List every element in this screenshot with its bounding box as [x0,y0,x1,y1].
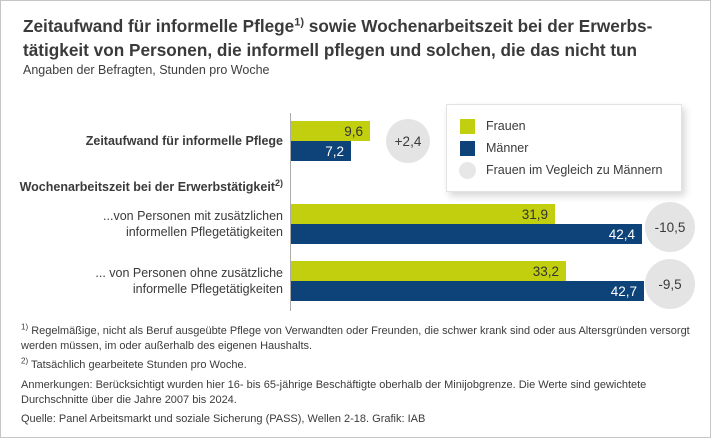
group-label-line: informellen Pflegetätigkeiten [125,225,283,239]
comparison-circle-icon [459,161,476,179]
footnote-text: Tatsächlich gearbeitete Stunden pro Woch… [30,359,247,372]
source: Quelle: Panel Arbeitsmarkt und soziale S… [21,413,426,426]
title-line2: tätigkeit von Personen, die informell pf… [23,40,638,60]
legend-label: Männer [486,141,529,155]
legend-label: Frauen [486,119,526,133]
group-label: Zeitaufwand für informelle Pflege [86,133,283,149]
bar-maenner: 7,2 [291,141,351,161]
title-footnote-marker: 1) [294,16,304,29]
bar-maenner: 42,7 [291,281,644,301]
notes: Anmerkungen: Berücksichtigt wurden hier … [21,378,647,406]
section-header-wochenarbeitszeit: Wochenarbeitszeit bei der Erwerbstätigke… [19,177,283,194]
title-line1-rest: sowie Wochenarbeitszeit bei der Erwerbs- [304,16,653,36]
group-label-line: ... von Personen ohne zusätzliche [95,266,283,280]
bar-group-zeitaufwand: Zeitaufwand für informelle Pflege 9,6 7,… [1,121,710,161]
chart-subtitle: Angaben der Befragten, Stunden pro Woche [23,63,270,77]
footnote-marker: 1) [21,322,29,332]
maenner-swatch-icon [460,140,475,156]
bar-value-maenner: 42,4 [608,226,635,242]
bar-group-mit-pflege: ...von Personen mit zusätzlichen informe… [1,204,710,244]
group-label-line: ...von Personen mit zusätzlichen [103,209,283,223]
difference-badge: -10,5 [645,202,695,252]
difference-value: -10,5 [654,219,686,235]
bar-frauen: 9,6 [291,121,370,141]
title-line1: Zeitaufwand für informelle Pflege [23,16,295,36]
difference-value: -9,5 [658,276,682,292]
group-label: ...von Personen mit zusätzlichen informe… [103,208,283,240]
footnotes: 1) Regelmäßige, nicht als Beruf ausgeübt… [21,322,699,432]
frauen-swatch-icon [460,118,475,134]
footnote-text: Regelmäßige, nicht als Beruf ausgeübte P… [21,325,690,352]
footnote-marker: 2) [21,356,29,366]
bar-frauen: 33,2 [291,261,566,281]
bar-frauen: 31,9 [291,204,555,224]
footnote-2: 2) Tatsächlich gearbeitete Stunden pro W… [21,356,699,373]
legend-label: Frauen im Vegleich zu Männern [486,163,663,177]
legend-item-frauen: Frauen [460,115,668,137]
legend: Frauen Männer Frauen im Vegleich zu Männ… [446,104,682,192]
bar-value-frauen: 9,6 [344,123,363,139]
legend-item-maenner: Männer [460,137,668,159]
difference-badge: -9,5 [645,259,695,309]
chart-title: Zeitaufwand für informelle Pflege1) sowi… [23,14,695,62]
group-label-line: informelle Pflegetätigkeiten [132,282,283,296]
bar-maenner: 42,4 [291,224,642,244]
footnote-1: 1) Regelmäßige, nicht als Beruf ausgeübt… [21,322,699,353]
bar-value-maenner: 42,7 [610,283,637,299]
bar-value-frauen: 31,9 [521,206,548,222]
difference-badge: +2,4 [386,119,430,163]
group-label-line: Zeitaufwand für informelle Pflege [85,134,283,148]
bar-value-maenner: 7,2 [325,143,344,159]
bar-value-frauen: 33,2 [532,263,559,279]
section-header-text: Wochenarbeitszeit bei der Erwerbstätigke… [19,180,275,194]
group-label: ... von Personen ohne zusätzliche inform… [95,265,283,297]
difference-value: +2,4 [394,133,422,149]
bar-group-ohne-pflege: ... von Personen ohne zusätzliche inform… [1,261,710,301]
section-footnote-marker: 2) [274,177,283,188]
axis-baseline [290,113,291,311]
legend-item-vergleich: Frauen im Vegleich zu Männern [459,159,668,181]
